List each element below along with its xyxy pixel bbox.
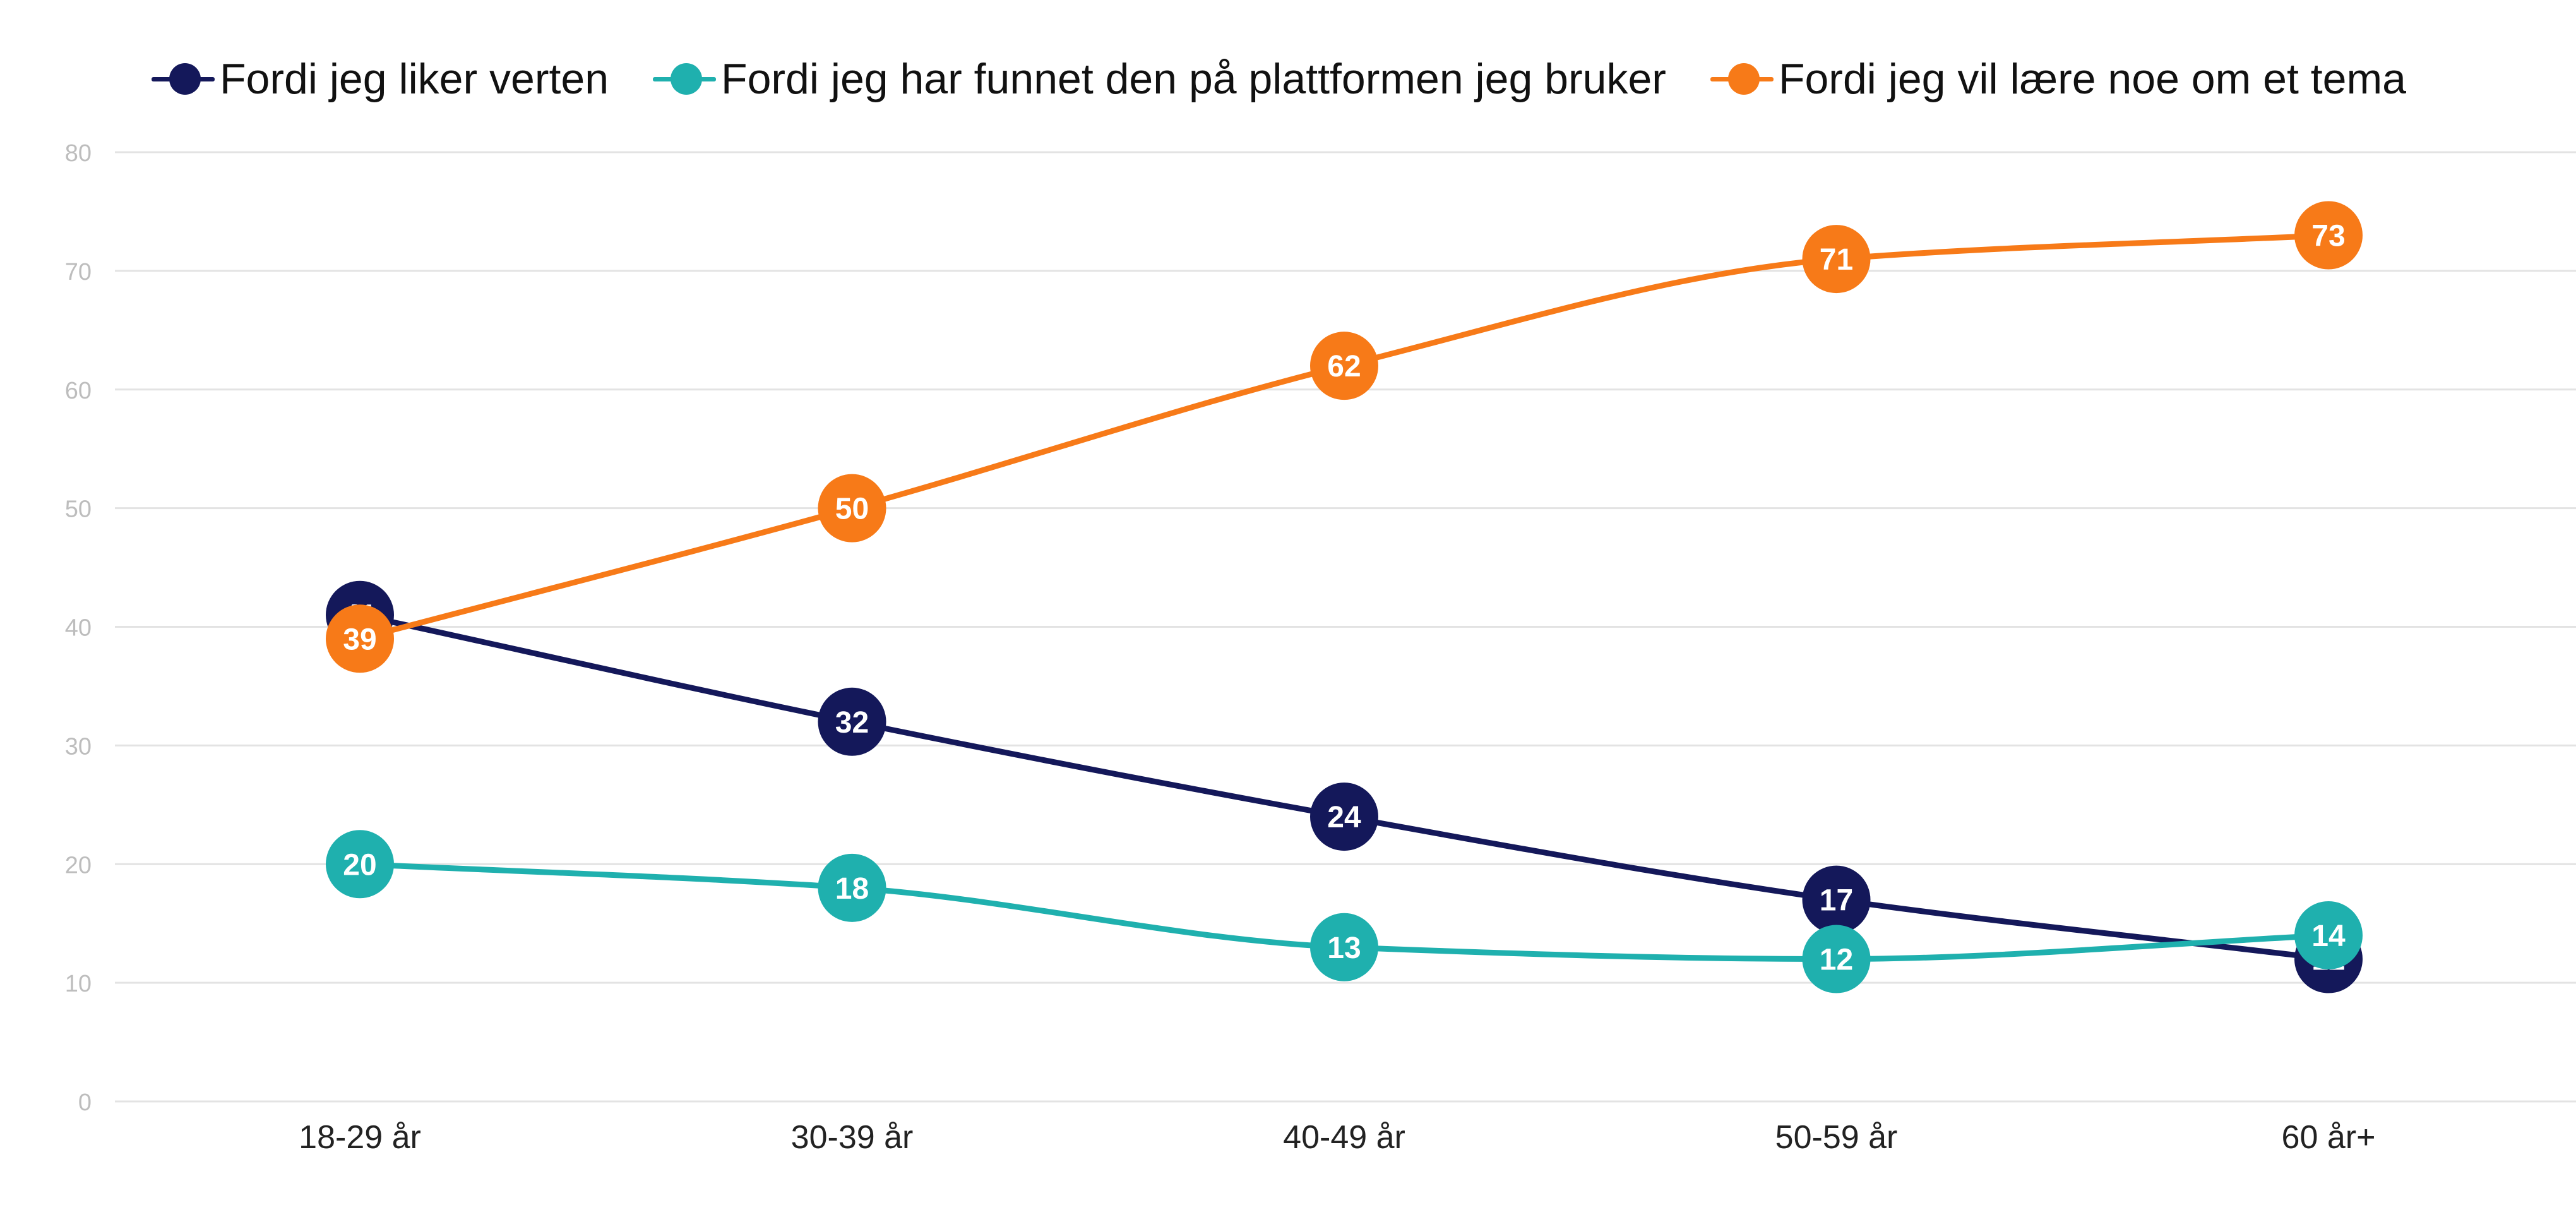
series-line-laere-tema <box>357 232 2332 642</box>
data-point <box>1310 913 1378 981</box>
y-tick-label: 20 <box>65 852 92 878</box>
data-label: 14 <box>2311 920 2346 953</box>
legend-marker-icon <box>152 60 215 98</box>
data-label: 24 <box>1327 801 1361 834</box>
y-tick-label: 30 <box>65 733 92 760</box>
x-tick-label: 60 år+ <box>2282 1119 2376 1156</box>
y-tick-label: 10 <box>65 971 92 997</box>
data-label: 73 <box>2311 220 2345 253</box>
y-tick-label: 60 <box>65 378 92 404</box>
legend-label: Fordi jeg vil lære noe om et tema <box>1778 55 2406 103</box>
data-label: 50 <box>835 493 869 526</box>
legend-item-liker-verten[interactable]: Fordi jeg liker verten <box>152 54 609 104</box>
legend-marker-icon <box>653 60 717 98</box>
data-point <box>1802 225 1871 294</box>
data-point <box>1802 925 1871 993</box>
data-point <box>1310 332 1378 400</box>
x-tick-label: 50-59 år <box>1775 1119 1898 1156</box>
y-tick-label: 80 <box>65 140 92 167</box>
x-tick-label: 40-49 år <box>1283 1119 1405 1156</box>
data-point <box>2294 201 2363 270</box>
data-point <box>326 604 394 673</box>
data-label: 20 <box>343 848 376 882</box>
legend-item-laere-tema[interactable]: Fordi jeg vil lære noe om et tema <box>1710 54 2406 104</box>
x-tick-label: 30-39 år <box>791 1119 914 1156</box>
legend-marker-icon <box>1710 60 1774 98</box>
y-tick-label: 50 <box>65 496 92 523</box>
data-label: 71 <box>1820 243 1853 277</box>
x-tick-label: 18-29 år <box>299 1119 421 1156</box>
data-point <box>1802 865 1871 934</box>
legend-label: Fordi jeg har funnet den på plattformen … <box>721 55 1666 103</box>
data-label: 18 <box>835 872 869 906</box>
data-point <box>1310 782 1378 851</box>
y-gridlines: 0 10 20 30 40 50 60 70 80 <box>65 140 2576 1116</box>
series-markers: 39 50 62 71 73 <box>326 201 2363 673</box>
data-point <box>326 830 394 899</box>
data-point <box>818 853 886 922</box>
legend-item-funnet-plattform[interactable]: Fordi jeg har funnet den på plattformen … <box>653 54 1666 104</box>
data-point <box>818 687 886 756</box>
data-point <box>818 474 886 543</box>
legend: Fordi jeg liker verten Fordi jeg har fun… <box>152 54 2450 104</box>
data-label: 39 <box>343 623 376 656</box>
data-label: 62 <box>1327 350 1361 383</box>
x-axis: 18-29 år 30-39 år 40-49 år 50-59 år 60 år+ <box>299 1119 2375 1156</box>
data-label: 12 <box>1820 944 1853 977</box>
y-tick-label: 0 <box>78 1089 92 1116</box>
y-tick-label: 70 <box>65 259 92 285</box>
data-point <box>2294 901 2363 969</box>
data-label: 13 <box>1327 932 1361 965</box>
data-label: 32 <box>835 706 869 740</box>
data-label: 17 <box>1820 884 1853 918</box>
series-markers: 20 18 13 12 14 <box>326 830 2363 993</box>
legend-label: Fordi jeg liker verten <box>220 55 609 103</box>
y-tick-label: 40 <box>65 615 92 642</box>
